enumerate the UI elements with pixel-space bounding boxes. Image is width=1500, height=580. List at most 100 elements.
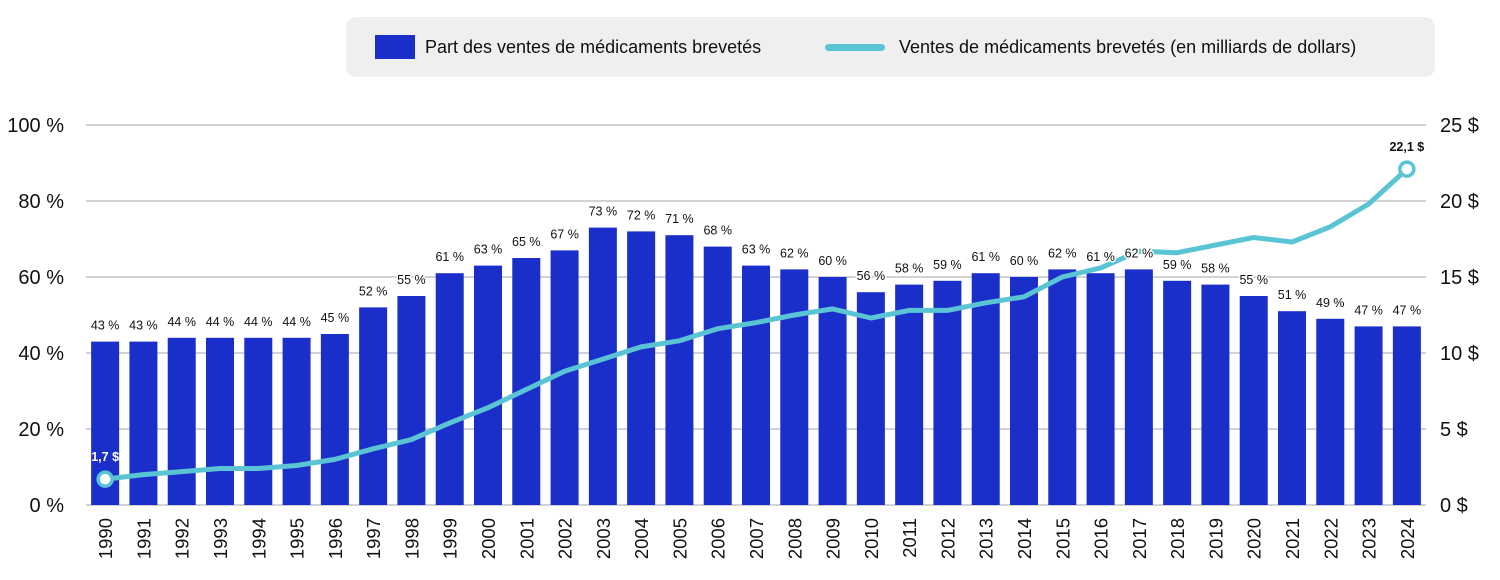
x-tick-label: 2002 [555, 518, 576, 559]
x-tick-label: 1990 [95, 518, 116, 559]
bar [282, 337, 311, 505]
x-tick-label: 2016 [1091, 518, 1112, 559]
x-tick-label: 1999 [440, 518, 461, 559]
x-tick-label: 2000 [478, 518, 499, 559]
bar [1201, 284, 1230, 505]
bar-value-label: 43 % [129, 319, 158, 333]
x-tick-label: 1997 [363, 518, 384, 559]
bar [780, 269, 809, 505]
x-tick-label: 2011 [899, 518, 920, 558]
line-end-marker [96, 470, 114, 488]
bar-value-label: 59 % [1163, 258, 1192, 272]
legend-item-bar-series: Part des ventes de médicaments brevetés [375, 17, 761, 77]
x-tick-label: 1995 [287, 518, 308, 559]
bar [129, 341, 158, 505]
bar [244, 337, 273, 505]
y-right-tick-label: 5 $ [1440, 419, 1468, 441]
bar-value-label: 58 % [1201, 262, 1230, 276]
bar-value-label: 44 % [244, 315, 273, 329]
bar [1048, 269, 1077, 505]
line-annotation-label: 1,7 $ [91, 450, 119, 464]
bar-value-label: 44 % [206, 315, 235, 329]
bar [895, 284, 924, 505]
x-tick-label: 2015 [1052, 518, 1073, 559]
x-tick-label: 2021 [1282, 518, 1303, 559]
y-left-tick-label: 20 % [18, 419, 64, 441]
bar-value-label: 60 % [818, 254, 847, 268]
x-tick-label: 2007 [746, 518, 767, 559]
bar [971, 273, 1000, 505]
x-tick-label: 1998 [401, 518, 422, 559]
x-tick-label: 2020 [1244, 518, 1265, 559]
x-tick-label: 2006 [708, 518, 729, 559]
x-tick-label: 2017 [1129, 518, 1150, 559]
bar-value-label: 55 % [1239, 273, 1268, 287]
y-right-tick-label: 10 $ [1440, 343, 1479, 365]
x-tick-label: 2023 [1359, 518, 1380, 559]
bar-value-label: 61 % [971, 250, 1000, 264]
bar-value-label: 44 % [167, 315, 196, 329]
bar-value-label: 59 % [933, 258, 962, 272]
y-left-tick-label: 100 % [7, 115, 64, 137]
bar-value-label: 56 % [857, 269, 886, 283]
bar-value-label: 55 % [397, 273, 426, 287]
bar [1278, 311, 1306, 505]
y-left-tick-label: 60 % [18, 267, 64, 289]
bar [1163, 280, 1192, 505]
bar [627, 231, 656, 505]
y-left-tick-label: 40 % [18, 343, 64, 365]
y-right-tick-label: 20 $ [1440, 191, 1479, 213]
bar [1239, 296, 1268, 505]
bar-value-label: 72 % [627, 208, 656, 222]
bar [167, 337, 196, 505]
x-tick-label: 2024 [1397, 518, 1418, 559]
bar [1354, 326, 1383, 505]
bar-value-label: 49 % [1316, 296, 1345, 310]
bar [856, 292, 885, 505]
bar-value-label: 65 % [512, 235, 541, 249]
bar-value-label: 61 % [435, 250, 464, 264]
x-tick-label: 1992 [172, 518, 193, 559]
bar [1316, 318, 1345, 505]
x-tick-label: 1993 [210, 518, 231, 559]
line-annotation-label: 22,1 $ [1389, 140, 1424, 154]
bar [703, 246, 732, 505]
legend-label-line: Ventes de médicaments brevetés (en milli… [899, 36, 1357, 57]
bar [588, 227, 617, 505]
x-tick-label: 1991 [133, 518, 154, 559]
bar [435, 273, 464, 505]
bar [320, 334, 349, 505]
x-tick-label: 2004 [631, 518, 652, 559]
x-tick-label: 2008 [784, 518, 805, 559]
bar-value-label: 45 % [321, 311, 350, 325]
x-tick-label: 1994 [248, 518, 269, 559]
bar-value-label: 63 % [474, 243, 503, 257]
legend-swatch-line [825, 43, 885, 51]
x-tick-label: 2001 [516, 518, 537, 559]
line-end-marker [1398, 160, 1416, 178]
x-tick-label: 2005 [669, 518, 690, 559]
bar [512, 258, 541, 505]
y-left-tick-label: 80 % [18, 191, 64, 213]
line-series [102, 166, 1410, 482]
x-tick-label: 1996 [325, 518, 346, 559]
bar [359, 307, 388, 505]
bar [1010, 277, 1038, 505]
bar-value-label: 62 % [1048, 246, 1077, 260]
bar-value-label: 52 % [359, 284, 388, 298]
bar-value-label: 44 % [282, 315, 311, 329]
bar-value-label: 73 % [589, 205, 618, 219]
bar-value-label: 60 % [1010, 254, 1039, 268]
bar-value-label: 58 % [895, 262, 924, 276]
x-tick-label: 2010 [861, 518, 882, 559]
bar [1086, 273, 1115, 505]
bar-value-label: 61 % [1086, 250, 1115, 264]
bar-value-label: 51 % [1278, 288, 1307, 302]
bar [665, 235, 694, 505]
x-tick-label: 2012 [937, 518, 958, 559]
bar-value-label: 68 % [703, 224, 732, 238]
bar-value-label: 63 % [742, 243, 771, 257]
bar [1392, 326, 1421, 505]
bar-value-label: 62 % [1125, 246, 1154, 260]
